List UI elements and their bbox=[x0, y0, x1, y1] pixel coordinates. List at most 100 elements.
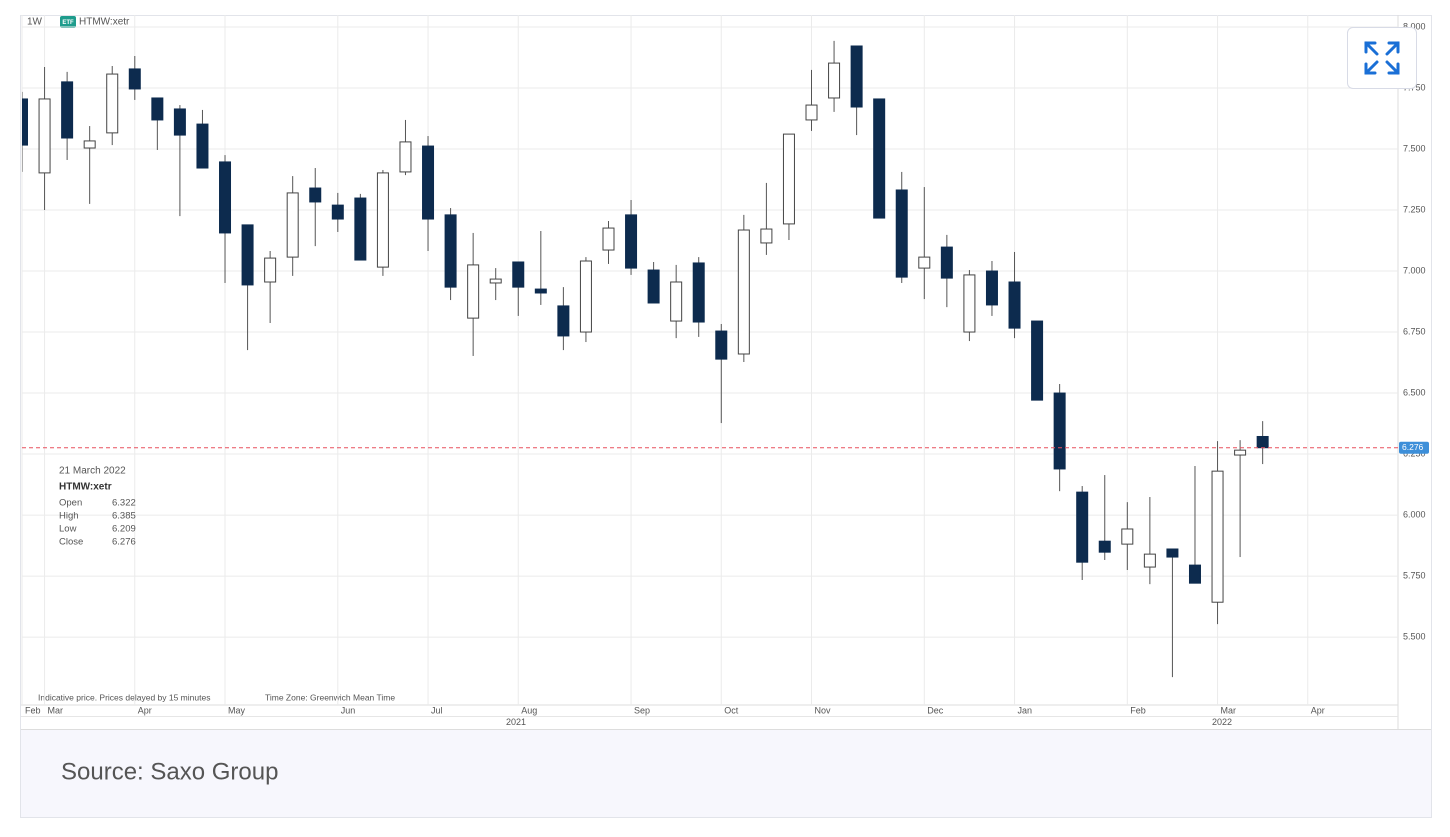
timezone: Time Zone: Greenwich Mean Time bbox=[265, 692, 395, 702]
x-tick-label: Oct bbox=[724, 705, 739, 715]
candle-body bbox=[38, 98, 51, 174]
x-tick-label: Aug bbox=[521, 705, 537, 715]
x-tick-label: Feb bbox=[1130, 705, 1146, 715]
note: Indicative price. Prices delayed by 15 m… bbox=[38, 692, 210, 702]
candle-body bbox=[489, 278, 502, 284]
candle-body bbox=[354, 197, 367, 261]
candle-body bbox=[1256, 435, 1269, 449]
expand-icon bbox=[1364, 41, 1400, 75]
y-tick-label: 5.750 bbox=[1403, 570, 1426, 580]
candle-body bbox=[1211, 470, 1224, 603]
info-label: Close bbox=[59, 537, 83, 548]
candle-body bbox=[264, 257, 277, 283]
candle-body bbox=[805, 104, 818, 121]
candle-body bbox=[557, 305, 570, 337]
card bbox=[20, 15, 1432, 818]
year-label: 2022 bbox=[1212, 717, 1232, 727]
info-label: High bbox=[59, 511, 79, 522]
candle-body bbox=[1053, 392, 1066, 470]
candle-body bbox=[1234, 449, 1247, 456]
candle-body bbox=[22, 98, 28, 146]
x-tick-label: Nov bbox=[815, 705, 832, 715]
badge: ETF bbox=[62, 20, 74, 26]
caption: Source: Saxo Group bbox=[61, 758, 278, 785]
candle-body bbox=[286, 192, 299, 258]
x-tick-label: Jun bbox=[341, 705, 356, 715]
year-label: 2021 bbox=[506, 717, 526, 727]
x-tick-label: Feb bbox=[25, 705, 41, 715]
candle-body bbox=[850, 45, 863, 108]
x-tick-label: Mar bbox=[1221, 705, 1237, 715]
info-label: Open bbox=[59, 498, 82, 509]
y-tick-label: 6.750 bbox=[1403, 326, 1426, 336]
candle-body bbox=[940, 246, 953, 279]
candle-body bbox=[128, 68, 141, 90]
candle-body bbox=[670, 281, 683, 322]
candle-body bbox=[1031, 320, 1044, 401]
price-tag-bg bbox=[1399, 441, 1429, 454]
x-tick-label: Apr bbox=[1311, 705, 1325, 715]
candle-body bbox=[241, 224, 254, 286]
candle-body bbox=[963, 274, 976, 333]
interval: 1W bbox=[27, 17, 43, 28]
y-tick-label: 6.500 bbox=[1403, 387, 1426, 397]
candle-body bbox=[760, 228, 773, 244]
info-symbol: HTMW:xetr bbox=[59, 482, 112, 493]
candle-body bbox=[1008, 281, 1021, 329]
candle-body bbox=[219, 161, 232, 234]
candle-body bbox=[602, 227, 615, 251]
candle-body bbox=[873, 98, 886, 219]
info-value: 6.209 bbox=[112, 524, 136, 535]
info-label: Low bbox=[59, 524, 77, 535]
y-tick-label: 5.500 bbox=[1403, 631, 1426, 641]
candle-body bbox=[196, 123, 209, 169]
x-tick-label: May bbox=[228, 705, 246, 715]
candle-body bbox=[376, 172, 389, 268]
candle-body bbox=[151, 97, 164, 121]
candle-body bbox=[737, 229, 750, 355]
candle-body bbox=[647, 269, 660, 304]
candle-body bbox=[1166, 548, 1179, 558]
candle-body bbox=[895, 189, 908, 278]
candle-body bbox=[173, 108, 186, 136]
candle-body bbox=[467, 264, 480, 319]
candle-body bbox=[422, 145, 435, 220]
candle-body bbox=[579, 260, 592, 333]
info-date: 21 March 2022 bbox=[59, 466, 126, 477]
x-tick-label: Sep bbox=[634, 705, 650, 715]
y-tick-label: 8.000 bbox=[1403, 21, 1426, 31]
candle-body bbox=[1076, 491, 1089, 563]
candle-body bbox=[828, 62, 841, 99]
symbol: HTMW:xetr bbox=[79, 17, 130, 28]
candle-body bbox=[715, 330, 728, 360]
candle-body bbox=[399, 141, 412, 173]
candle-body bbox=[692, 262, 705, 323]
candle-body bbox=[1143, 553, 1156, 568]
info-value: 6.276 bbox=[112, 537, 136, 548]
x-tick-label: Jul bbox=[431, 705, 443, 715]
price-tag: 6.276 bbox=[1402, 442, 1424, 452]
candle-body bbox=[985, 270, 998, 306]
y-tick-label: 7.500 bbox=[1403, 143, 1426, 153]
x-tick-label: Dec bbox=[927, 705, 944, 715]
candle-body bbox=[782, 133, 795, 225]
candle-body bbox=[331, 204, 344, 220]
expand-button[interactable] bbox=[1347, 27, 1417, 89]
candle-body bbox=[534, 288, 547, 294]
candle-body bbox=[106, 73, 119, 134]
candle-body bbox=[444, 214, 457, 288]
y-tick-label: 7.250 bbox=[1403, 204, 1426, 214]
candle-body bbox=[309, 187, 322, 203]
candle-body bbox=[918, 256, 931, 269]
y-tick-label: 6.000 bbox=[1403, 509, 1426, 519]
x-tick-label: Jan bbox=[1018, 705, 1033, 715]
candle-body bbox=[1121, 528, 1134, 545]
y-tick-label: 7.000 bbox=[1403, 265, 1426, 275]
info-value: 6.322 bbox=[112, 498, 136, 509]
caption-area bbox=[21, 730, 1431, 817]
badge-bg bbox=[60, 16, 76, 28]
candle-body bbox=[1098, 540, 1111, 553]
candle-body bbox=[512, 261, 525, 288]
